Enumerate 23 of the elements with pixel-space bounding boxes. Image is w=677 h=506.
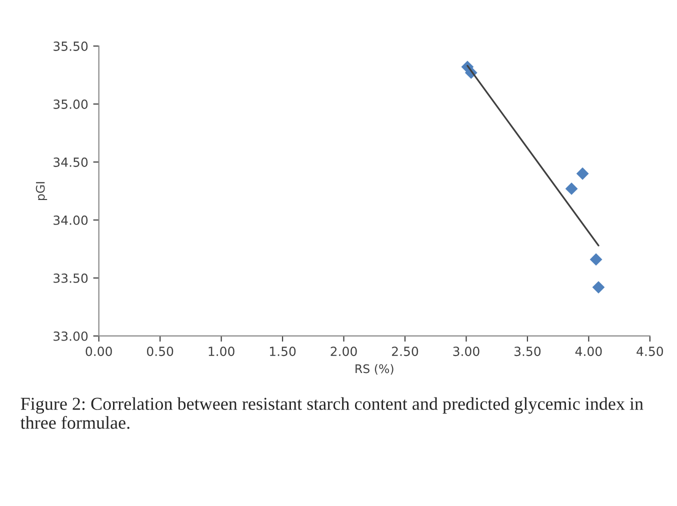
x-tick-label: 1.50 — [270, 346, 296, 356]
x-tick-label: 3.00 — [453, 346, 480, 356]
y-tick-label: 33.50 — [54, 273, 88, 283]
x-tick-label: 3.50 — [514, 346, 541, 356]
x-tick-label: 4.50 — [636, 346, 664, 356]
caption: Figure 2: Correlation between resistant starch content and predicted glycemic index in three formulae. — [20, 397, 644, 429]
y-tick-label: 35.00 — [54, 100, 88, 109]
point — [590, 253, 602, 266]
y-axis-title: pGI — [36, 182, 48, 200]
y-tick-label: 35.50 — [54, 42, 88, 51]
y-tick-label: 34.50 — [54, 157, 88, 167]
point — [565, 182, 578, 195]
x-tick-label: 0.00 — [86, 346, 112, 356]
x-tick-label: 4.00 — [575, 346, 602, 356]
x-tick-label: 1.00 — [208, 346, 234, 356]
y-tick-label: 33.00 — [54, 331, 88, 341]
y-tick-label: 34.00 — [54, 215, 88, 225]
point — [592, 281, 605, 294]
point — [576, 167, 589, 180]
x-tick-label: 0.50 — [146, 346, 174, 356]
x-tick-label: 2.50 — [392, 346, 418, 356]
x-axis-title: RS (%) — [356, 364, 394, 375]
x-tick-label: 2.00 — [330, 346, 357, 356]
